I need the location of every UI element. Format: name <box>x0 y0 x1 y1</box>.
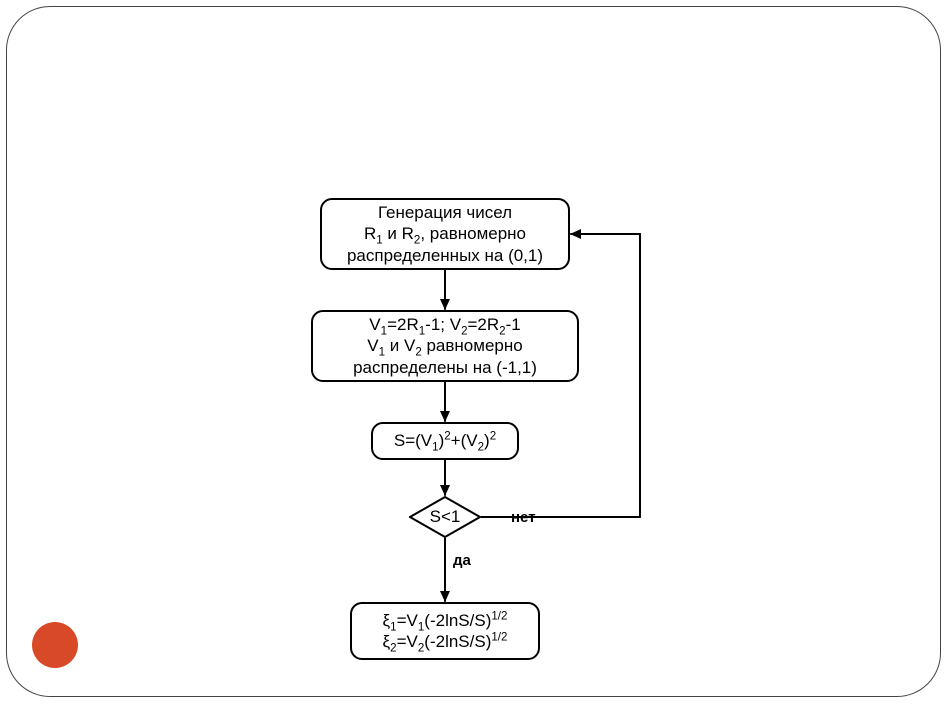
flow-node-line: V1=2R1-1; V2=2R2-1 <box>369 314 520 335</box>
flow-node-n3: S=(V1)2+(V2)2 <box>371 422 519 460</box>
flow-node-n4: S<1 <box>409 496 481 538</box>
flow-node-line: распределены на (-1,1) <box>353 357 537 378</box>
flow-decision-label: S<1 <box>409 507 481 527</box>
flow-edge-label: да <box>453 552 471 569</box>
flow-node-line: Генерация чисел <box>378 202 512 223</box>
flow-node-line: ξ2=V2(-2lnS/S)1/2 <box>383 631 508 652</box>
flow-node-line: распределенных на (0,1) <box>347 245 543 266</box>
flow-node-n5: ξ1=V1(-2lnS/S)1/2ξ2=V2(-2lnS/S)1/2 <box>350 602 540 660</box>
flow-node-line: S=(V1)2+(V2)2 <box>394 430 496 451</box>
flow-node-line: ξ1=V1(-2lnS/S)1/2 <box>383 610 508 631</box>
flow-edge-label: нет <box>511 509 536 526</box>
flow-node-line: R1 и R2, равномерно <box>364 223 526 244</box>
flow-node-line: V1 и V2 равномерно <box>367 335 522 356</box>
flow-node-n1: Генерация чиселR1 и R2, равномернораспре… <box>320 198 570 270</box>
flow-node-n2: V1=2R1-1; V2=2R2-1V1 и V2 равномернорасп… <box>311 310 579 382</box>
